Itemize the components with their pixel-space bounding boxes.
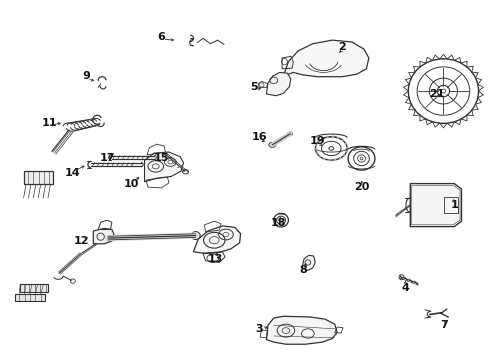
Text: 15: 15 [154, 153, 169, 163]
Text: 21: 21 [428, 89, 444, 99]
Text: 11: 11 [41, 118, 57, 128]
Text: 18: 18 [270, 218, 286, 228]
Text: 4: 4 [401, 283, 408, 293]
Text: 12: 12 [73, 236, 89, 246]
Text: 16: 16 [251, 132, 266, 142]
Text: 2: 2 [338, 42, 345, 52]
Text: 7: 7 [440, 320, 447, 330]
Text: 6: 6 [157, 32, 165, 41]
Polygon shape [266, 316, 336, 344]
Polygon shape [15, 294, 44, 301]
Text: 20: 20 [353, 182, 368, 192]
Text: 17: 17 [99, 153, 115, 163]
Text: 9: 9 [82, 71, 90, 81]
Polygon shape [144, 152, 183, 182]
Text: 14: 14 [65, 168, 81, 178]
Text: 19: 19 [309, 136, 325, 145]
Text: 13: 13 [207, 254, 223, 264]
Polygon shape [283, 40, 368, 77]
Polygon shape [302, 255, 315, 270]
Text: 5: 5 [250, 82, 258, 92]
Text: 8: 8 [299, 265, 306, 275]
Polygon shape [193, 226, 240, 253]
Text: 1: 1 [449, 200, 457, 210]
Polygon shape [93, 228, 114, 244]
Polygon shape [411, 185, 459, 225]
Polygon shape [24, 171, 53, 184]
Polygon shape [266, 72, 290, 96]
Text: 10: 10 [123, 179, 139, 189]
Text: 3: 3 [255, 324, 263, 334]
Polygon shape [20, 284, 48, 292]
